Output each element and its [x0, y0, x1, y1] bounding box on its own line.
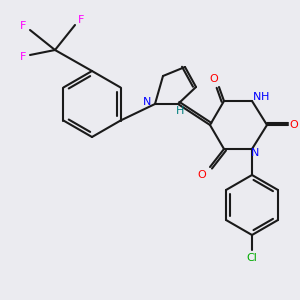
- Text: H: H: [176, 106, 184, 116]
- Text: F: F: [20, 52, 26, 62]
- Text: O: O: [198, 170, 206, 180]
- Text: F: F: [78, 15, 84, 25]
- Text: N: N: [253, 92, 261, 102]
- Text: N: N: [251, 148, 259, 158]
- Text: F: F: [20, 21, 26, 31]
- Text: O: O: [210, 74, 218, 84]
- Text: O: O: [290, 120, 298, 130]
- Text: H: H: [261, 92, 269, 102]
- Text: Cl: Cl: [247, 253, 257, 263]
- Text: N: N: [143, 97, 151, 107]
